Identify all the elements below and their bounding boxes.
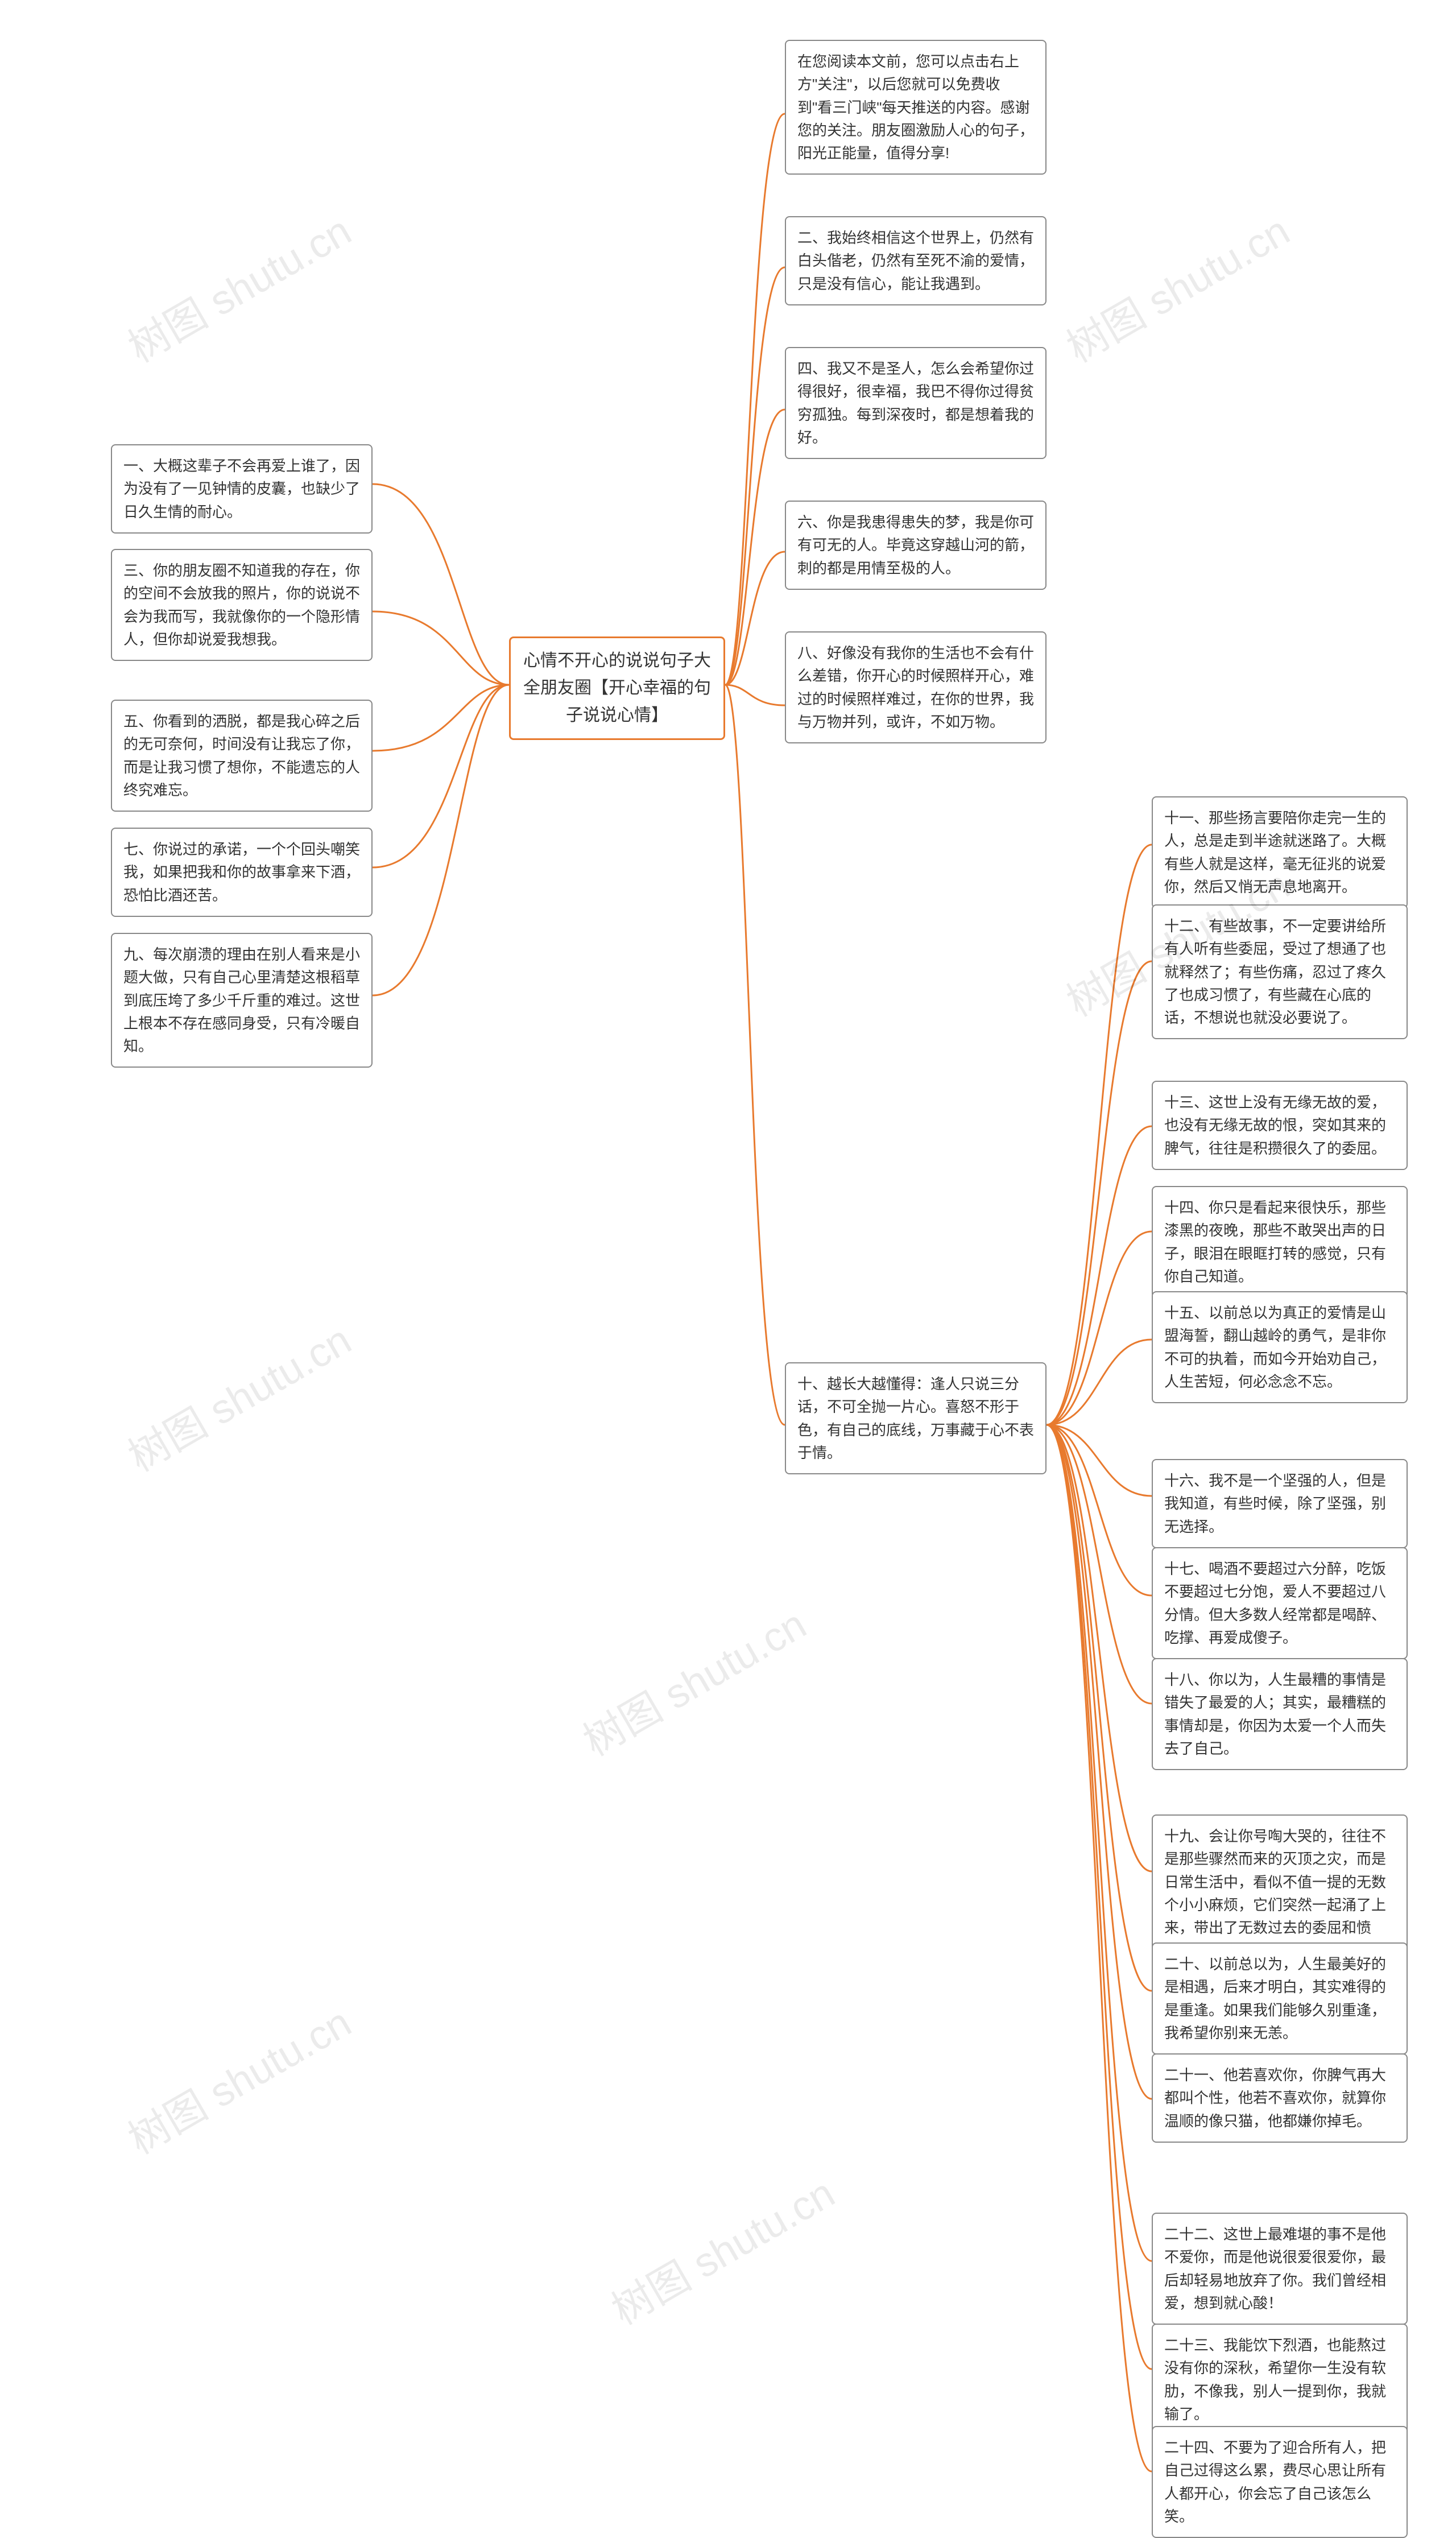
right-node-1: 二、我始终相信这个世界上，仍然有白头偕老，仍然有至死不渝的爱情，只是没有信心，能… <box>785 216 1046 305</box>
right-node-4: 八、好像没有我你的生活也不会有什么差错，你开心的时候照样开心，难过的时候照样难过… <box>785 631 1046 743</box>
rr-node-13: 二十四、不要为了迎合所有人，把自己过得这么累，费尽心思让所有人都开心，你会忘了自… <box>1152 2426 1408 2538</box>
rr-node-3: 十四、你只是看起来很快乐，那些漆黑的夜晚，那些不敢哭出声的日子，眼泪在眼眶打转的… <box>1152 1186 1408 1298</box>
left-node-1: 三、你的朋友圈不知道我的存在，你的空间不会放我的照片，你的说说不会为我而写，我就… <box>111 549 373 661</box>
left-node-0: 一、大概这辈子不会再爱上谁了，因为没有了一见钟情的皮囊，也缺少了日久生情的耐心。 <box>111 444 373 534</box>
rr-node-0: 十一、那些扬言要陪你走完一生的人，总是走到半途就迷路了。大概有些人就是这样，毫无… <box>1152 796 1408 908</box>
rr-node-4: 十五、以前总以为真正的爱情是山盟海誓，翻山越岭的勇气，是非你不可的执着，而如今开… <box>1152 1291 1408 1403</box>
rr-node-7: 十八、你以为，人生最糟的事情是错失了最爱的人；其实，最糟糕的事情却是，你因为太爱… <box>1152 1658 1408 1770</box>
right-node-2: 四、我又不是圣人，怎么会希望你过得很好，很幸福，我巴不得你过得贫穷孤独。每到深夜… <box>785 347 1046 459</box>
rr-node-9: 二十、以前总以为，人生最美好的是相遇，后来才明白，其实难得的是重逢。如果我们能够… <box>1152 1942 1408 2055</box>
right-node-5: 十、越长大越懂得：逢人只说三分话，不可全抛一片心。喜怒不形于色，有自己的底线，万… <box>785 1362 1046 1474</box>
rr-node-10: 二十一、他若喜欢你，你脾气再大都叫个性，他若不喜欢你，就算你温顺的像只猫，他都嫌… <box>1152 2053 1408 2143</box>
left-node-3: 七、你说过的承诺，一个个回头嘲笑我，如果把我和你的故事拿来下酒，恐怕比酒还苦。 <box>111 828 373 917</box>
rr-node-2: 十三、这世上没有无缘无故的爱，也没有无缘无故的恨，突如其来的脾气，往往是积攒很久… <box>1152 1081 1408 1170</box>
rr-node-1: 十二、有些故事，不一定要讲给所有人听有些委屈，受过了想通了也就释然了；有些伤痛，… <box>1152 904 1408 1039</box>
rr-node-12: 二十三、我能饮下烈酒，也能熬过没有你的深秋，希望你一生没有软肋，不像我，别人一提… <box>1152 2324 1408 2436</box>
rr-node-5: 十六、我不是一个坚强的人，但是我知道，有些时候，除了坚强，别无选择。 <box>1152 1459 1408 1548</box>
watermark: 树图 shutu.cn <box>570 1592 815 1767</box>
left-node-4: 九、每次崩溃的理由在别人看来是小题大做，只有自己心里清楚这根稻草到底压垮了多少千… <box>111 933 373 1068</box>
watermark: 树图 shutu.cn <box>115 1307 360 1483</box>
watermark: 树图 shutu.cn <box>1054 198 1298 374</box>
rr-node-6: 十七、喝酒不要超过六分醉，吃饭不要超过七分饱，爱人不要超过八分情。但大多数人经常… <box>1152 1547 1408 1659</box>
right-node-3: 六、你是我患得患失的梦，我是你可有可无的人。毕竟这穿越山河的箭，刺的都是用情至极… <box>785 501 1046 590</box>
watermark: 树图 shutu.cn <box>599 2160 843 2336</box>
left-node-2: 五、你看到的洒脱，都是我心碎之后的无可奈何，时间没有让我忘了你，而是让我习惯了想… <box>111 700 373 812</box>
right-node-0: 在您阅读本文前，您可以点击右上方"关注"，以后您就可以免费收到"看三门峡"每天推… <box>785 40 1046 175</box>
watermark: 树图 shutu.cn <box>115 1990 360 2165</box>
rr-node-11: 二十二、这世上最难堪的事不是他不爱你，而是他说很爱很爱你，最后却轻易地放弃了你。… <box>1152 2213 1408 2325</box>
watermark: 树图 shutu.cn <box>115 198 360 374</box>
center-node: 心情不开心的说说句子大全朋友圈【开心幸福的句子说说心情】 <box>509 636 725 740</box>
